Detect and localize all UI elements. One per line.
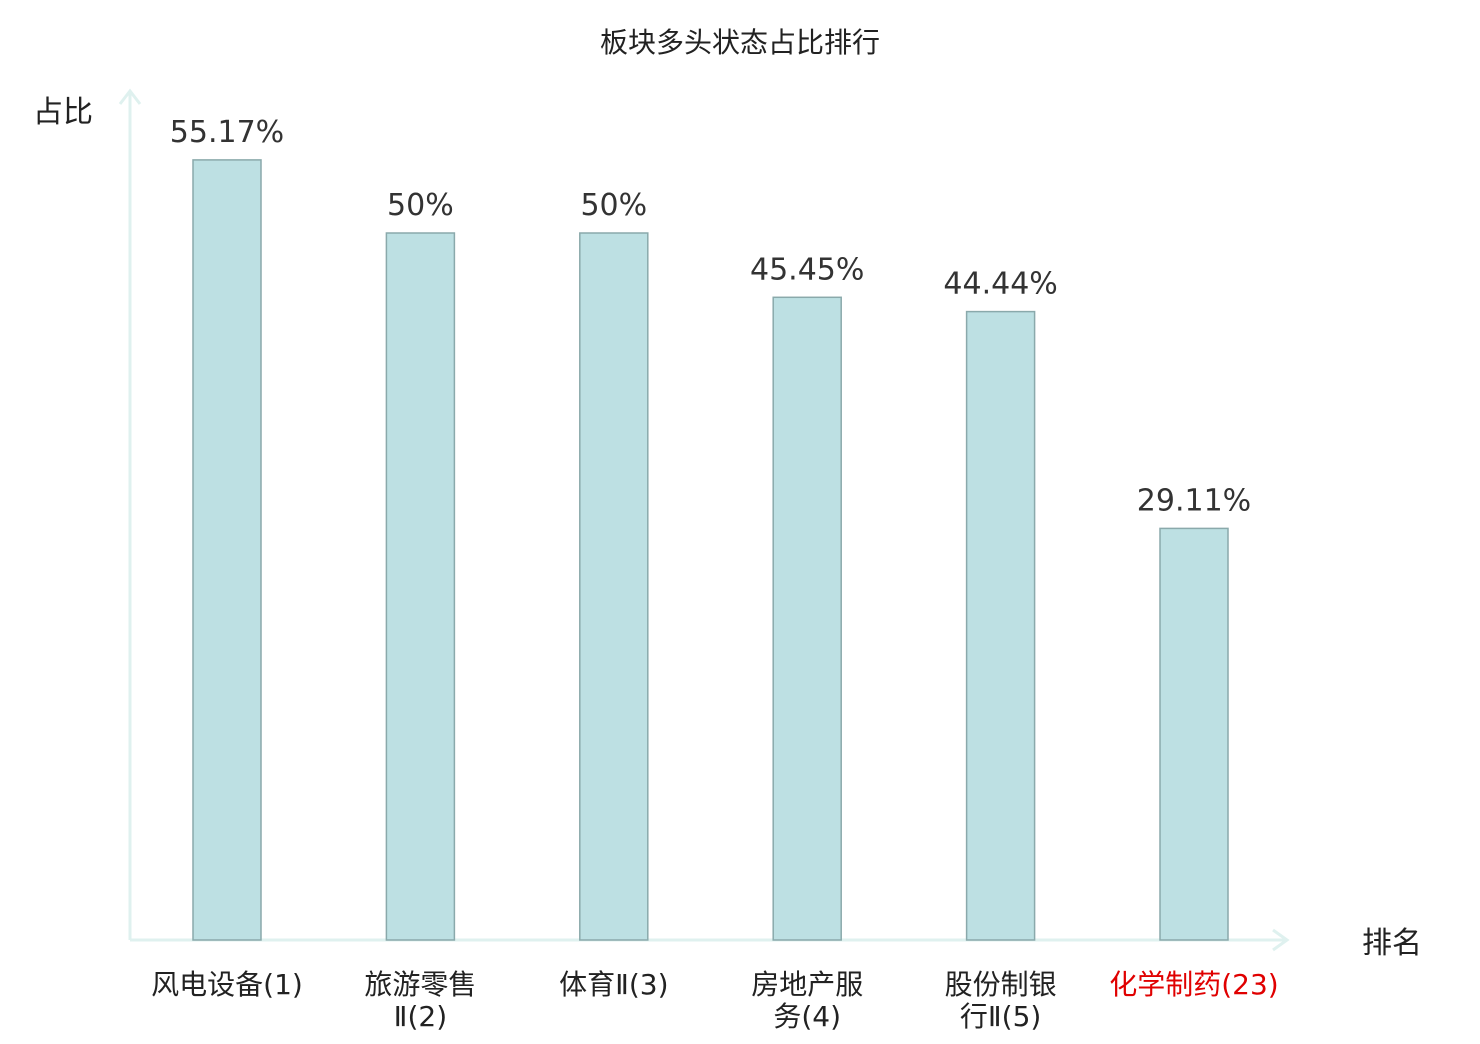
x-axis — [130, 928, 1290, 952]
bar — [192, 159, 262, 941]
x-tick-label: 旅游零售 — [364, 968, 476, 1001]
data-label: 44.44% — [943, 267, 1057, 302]
x-tick-label: 体育Ⅱ(3) — [559, 968, 668, 1001]
data-label: 50% — [580, 188, 647, 223]
bar — [1159, 527, 1229, 941]
x-tick-label: 化学制药(23) — [1109, 968, 1278, 1001]
data-label: 45.45% — [750, 252, 864, 287]
data-labels-group: 55.17% 50% 50% 45.45% 44.44% 29.11% — [170, 115, 1251, 519]
bar — [385, 232, 456, 941]
x-tick-label: 股份制银 — [945, 968, 1057, 1001]
y-axis — [118, 88, 142, 940]
data-label: 50% — [387, 188, 454, 223]
y-axis-label: 占比 — [33, 95, 93, 130]
bars-group — [192, 159, 1229, 941]
x-tick-label: 行Ⅱ(5) — [960, 1000, 1041, 1033]
bar — [772, 296, 842, 941]
x-tick-label: 风电设备(1) — [151, 968, 303, 1001]
bar — [965, 310, 1036, 941]
x-tick-label: Ⅱ(2) — [394, 1000, 447, 1033]
data-label: 55.17% — [170, 115, 284, 150]
chart-title: 板块多头状态占比排行 — [600, 26, 880, 59]
data-label: 29.11% — [1137, 483, 1251, 518]
x-tick-label: 房地产服 — [751, 968, 863, 1001]
x-axis-label: 排名 — [1362, 926, 1422, 961]
bar — [579, 232, 649, 941]
x-tick-label: 务(4) — [773, 1000, 841, 1033]
